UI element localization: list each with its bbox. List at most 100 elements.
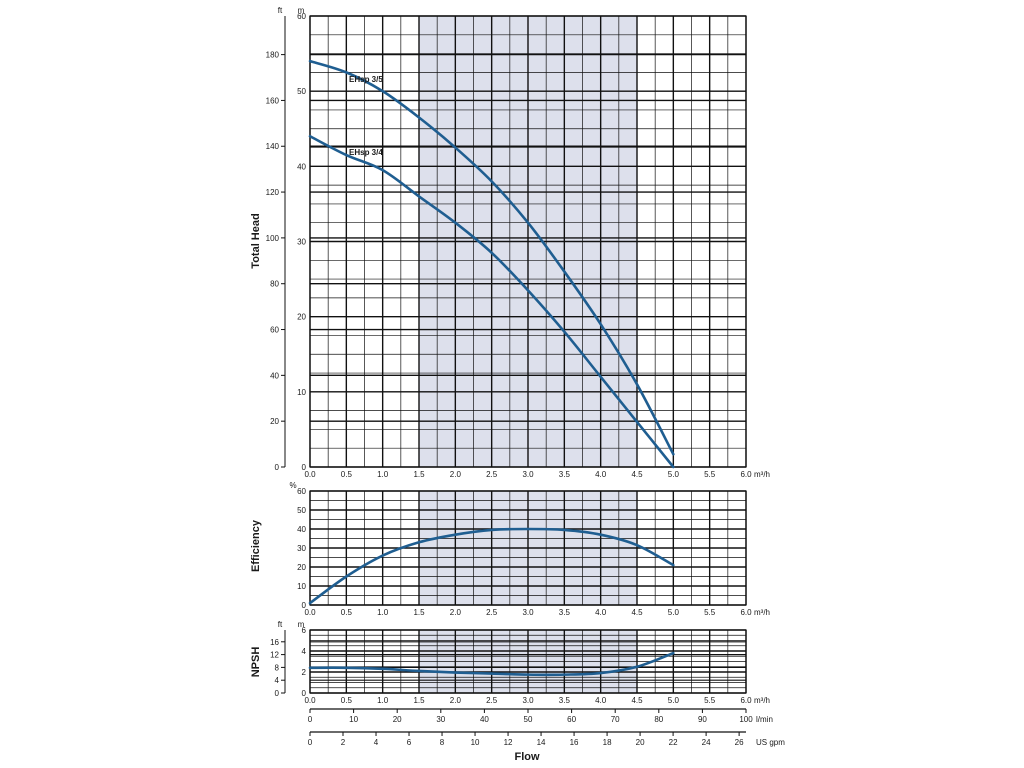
npsh-axis-title: NPSH (250, 647, 262, 678)
eff-y-tick-label: 40 (297, 525, 306, 534)
gpm-axis-tick-label: 26 (735, 738, 744, 747)
head-x-tick-label: 1.0 (377, 470, 389, 479)
eff-x-tick-label: 6.0 (740, 608, 752, 617)
gpm-axis-tick-label: 6 (407, 738, 412, 747)
lpm-axis-tick-label: 50 (524, 715, 533, 724)
efficiency-axis-title: Efficiency (250, 519, 262, 572)
npsh-x-unit: m³/h (754, 696, 770, 705)
npsh-x-tick-label: 0.5 (341, 696, 353, 705)
head-ft-tick-label: 40 (270, 371, 279, 380)
head-y-unit: m (298, 6, 305, 15)
head-ft-tick-label: 80 (270, 280, 279, 289)
head-ft-tick-label: 140 (266, 142, 280, 151)
npsh-x-tick-label: 2.0 (450, 696, 462, 705)
total-head-axis-title: Total Head (250, 213, 262, 268)
npsh-x-tick-label: 3.0 (522, 696, 534, 705)
npsh-ft-tick-label: 12 (270, 651, 279, 660)
gpm-axis-tick-label: 20 (636, 738, 645, 747)
head-ft-tick-label: 20 (270, 417, 279, 426)
npsh-x-tick-label: 0.0 (304, 696, 316, 705)
npsh-y-unit: m (298, 620, 305, 629)
npsh-curve-0 (308, 651, 675, 677)
eff-x-tick-label: 1.0 (377, 608, 389, 617)
head-x-unit: m³/h (754, 470, 770, 479)
eff-y-tick-label: 10 (297, 582, 306, 591)
head-x-tick-label: 4.0 (595, 470, 607, 479)
head-series-label-1: EHsp 3/4 (349, 148, 383, 157)
head-series-label-0: EHsp 3/5 (349, 75, 383, 84)
gpm-axis-unit: US gpm (756, 738, 785, 747)
gpm-axis-tick-label: 8 (440, 738, 445, 747)
gpm-axis-tick-label: 24 (702, 738, 711, 747)
npsh-ft-tick-label: 16 (270, 638, 279, 647)
lpm-axis-tick-label: 60 (567, 715, 576, 724)
head-ft-unit: ft (278, 6, 283, 15)
npsh-ft-unit: ft (278, 620, 283, 629)
npsh-y-tick-label: 2 (302, 668, 307, 677)
npsh-x-tick-label: 5.5 (704, 696, 716, 705)
eff-x-tick-label: 1.5 (413, 608, 425, 617)
head-frame (309, 15, 747, 468)
eff-y-tick-label: 60 (297, 487, 306, 496)
npsh-y-tick-label: 6 (302, 626, 307, 635)
lpm-axis-tick-label: 10 (349, 715, 358, 724)
efficiency-panel: 0.0 0.5 1.0 1.5 2.0 2.5 3.0 3.5 4.0 4.5 5.0 5.5 6.0 m… (289, 481, 770, 617)
head-x-tick-label: 3.5 (559, 470, 571, 479)
gpm-axis-tick-label: 4 (374, 738, 379, 747)
head-x-tick-label: 0.0 (304, 470, 316, 479)
eff-x-tick-label: 4.5 (631, 608, 643, 617)
npsh-ft-tick-label: 4 (275, 676, 280, 685)
lpm-axis-tick-label: 80 (654, 715, 663, 724)
gpm-axis-tick-label: 12 (504, 738, 513, 747)
lpm-axis-tick-label: 0 (308, 715, 313, 724)
head-ft-tick-label: 100 (266, 234, 280, 243)
npsh-ft-tick-label: 0 (275, 689, 280, 698)
eff-x-tick-label: 5.0 (668, 608, 680, 617)
head-x-tick-label: 5.0 (668, 470, 680, 479)
head-y-tick-label: 0 (302, 463, 307, 472)
lpm-axis-tick-label: 90 (698, 715, 707, 724)
eff-x-tick-label: 0.5 (341, 608, 353, 617)
lpm-axis-tick-label: 40 (480, 715, 489, 724)
gpm-axis-tick-label: 10 (471, 738, 480, 747)
eff-x-tick-label: 3.5 (559, 608, 571, 617)
head-ft-tick-label: 0 (275, 463, 280, 472)
head-y-tick-label: 10 (297, 388, 306, 397)
eff-y-tick-label: 0 (302, 601, 307, 610)
head-x-tick-label: 6.0 (740, 470, 752, 479)
gpm-axis-tick-label: 18 (603, 738, 612, 747)
npsh-x-tick-label: 4.0 (595, 696, 607, 705)
gpm-axis-tick-label: 16 (570, 738, 579, 747)
gpm-axis-tick-label: 22 (669, 738, 678, 747)
eff-frame (309, 490, 747, 606)
npsh-x-tick-label: 4.5 (631, 696, 643, 705)
head-x-tick-label: 2.5 (486, 470, 498, 479)
npsh-x-tick-label: 6.0 (740, 696, 752, 705)
head-ft-tick-label: 60 (270, 326, 279, 335)
eff-curve-0 (308, 527, 675, 605)
npsh-x-tick-label: 5.0 (668, 696, 680, 705)
npsh-ft-tick-label: 8 (275, 663, 280, 672)
eff-x-tick-label: 4.0 (595, 608, 607, 617)
gpm-axis-tick-label: 0 (308, 738, 313, 747)
eff-y-unit: % (289, 481, 296, 490)
total-head-panel: 0.0 0.5 1.0 1.5 2.0 2.5 3.0 3.5 4.0 4.5 5.0 5.5 6.0 m… (266, 6, 770, 479)
eff-y-tick-label: 50 (297, 506, 306, 515)
head-y-tick-label: 20 (297, 313, 306, 322)
head-x-tick-label: 5.5 (704, 470, 716, 479)
head-ft-tick-label: 160 (266, 96, 280, 105)
npsh-x-tick-label: 1.5 (413, 696, 425, 705)
eff-x-tick-label: 2.0 (450, 608, 462, 617)
lpm-axis-tick-label: 70 (611, 715, 620, 724)
eff-x-tick-label: 3.0 (522, 608, 534, 617)
eff-y-tick-label: 30 (297, 544, 306, 553)
npsh-y-tick-label: 4 (302, 647, 307, 656)
head-x-tick-label: 3.0 (522, 470, 534, 479)
lpm-axis-tick-label: 100 (739, 715, 753, 724)
lpm-axis-tick-label: 30 (436, 715, 445, 724)
eff-y-tick-label: 20 (297, 563, 306, 572)
npsh-x-tick-label: 2.5 (486, 696, 498, 705)
lpm-axis-unit: l/min (756, 715, 773, 724)
